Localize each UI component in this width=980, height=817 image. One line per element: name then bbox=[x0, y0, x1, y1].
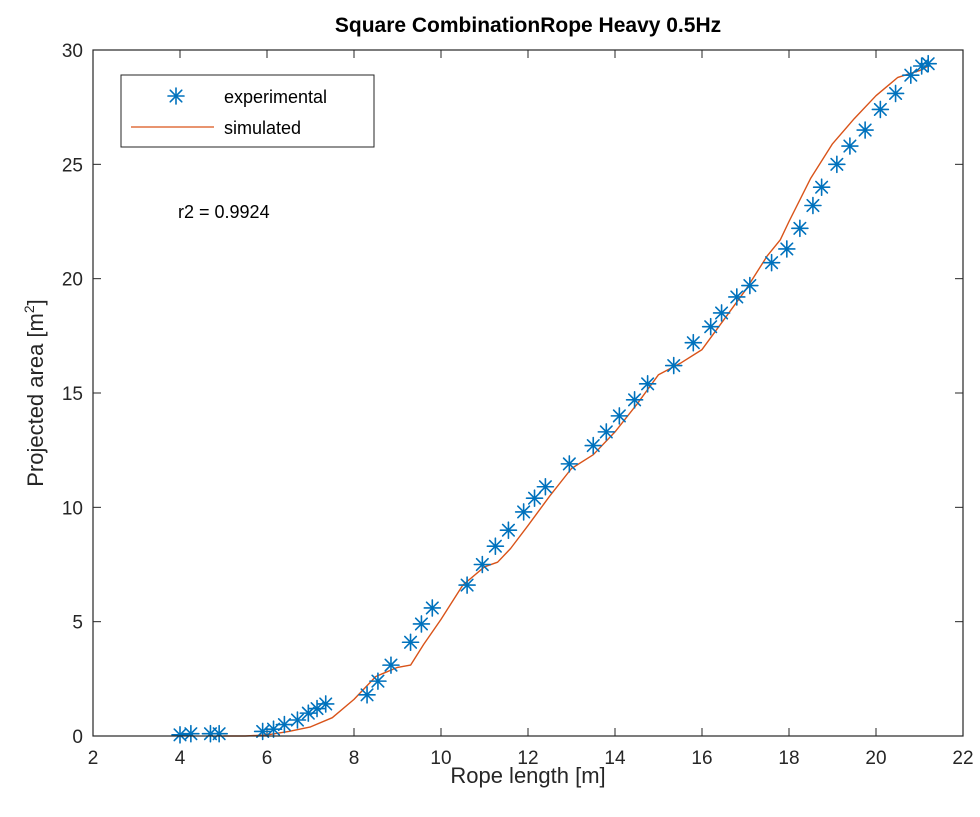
experimental-point bbox=[597, 423, 616, 441]
experimental-point bbox=[171, 726, 189, 744]
experimental-point bbox=[288, 711, 307, 729]
experimental-point bbox=[804, 196, 822, 215]
experimental-point bbox=[841, 137, 859, 155]
experimental-point bbox=[778, 240, 796, 258]
x-tick-label: 8 bbox=[349, 748, 360, 769]
experimental-point bbox=[423, 599, 442, 617]
x-tick-label: 6 bbox=[262, 748, 273, 769]
experimental-point bbox=[308, 699, 326, 718]
experimental-point bbox=[316, 695, 335, 713]
x-tick-label: 2 bbox=[88, 748, 99, 769]
experimental-point bbox=[412, 615, 431, 633]
legend-experimental-label: experimental bbox=[224, 87, 327, 107]
experimental-point bbox=[684, 333, 703, 352]
experimental-point bbox=[458, 576, 476, 594]
legend: experimental simulated bbox=[120, 74, 375, 148]
experimental-point bbox=[536, 477, 555, 496]
simulated-series bbox=[223, 65, 929, 737]
experimental-point bbox=[275, 715, 294, 734]
experimental-point bbox=[791, 219, 809, 238]
y-axis-label-main: Projected area [m bbox=[23, 313, 48, 487]
experimental-point bbox=[886, 84, 905, 103]
experimental-point bbox=[712, 304, 731, 322]
experimental-point bbox=[182, 724, 200, 743]
simulated-line bbox=[223, 65, 929, 737]
x-tick-label: 20 bbox=[865, 748, 886, 769]
experimental-point bbox=[369, 672, 387, 690]
axes-box bbox=[92, 49, 964, 737]
y-tick-label: 10 bbox=[62, 498, 83, 519]
experimental-point bbox=[762, 253, 781, 272]
experimental-point bbox=[499, 521, 518, 540]
experimental-point bbox=[901, 66, 920, 84]
y-axis-label-superscript: 2 bbox=[21, 305, 37, 313]
experimental-point bbox=[382, 656, 400, 674]
legend-asterisk bbox=[167, 87, 185, 105]
x-tick-label: 16 bbox=[691, 748, 712, 769]
experimental-point bbox=[560, 455, 579, 473]
y-tick-label: 20 bbox=[62, 270, 83, 291]
y-axis-label-end: ] bbox=[23, 299, 48, 305]
experimental-point bbox=[812, 178, 831, 196]
legend-experimental-marker bbox=[167, 87, 185, 105]
y-axis-label: Projected area [m2] bbox=[21, 299, 48, 487]
experimental-point bbox=[912, 57, 931, 75]
x-tick-label: 4 bbox=[175, 748, 186, 769]
experimental-point bbox=[919, 54, 938, 73]
y-tick-label: 15 bbox=[62, 384, 83, 405]
x-tick-label: 14 bbox=[604, 748, 626, 769]
axis-ticks: 2 4 6 8 10 12 14 16 18 20 22 0 5 10 15 20 25 30 bbox=[62, 41, 974, 769]
x-tick-label: 12 bbox=[517, 748, 538, 769]
experimental-point bbox=[486, 537, 505, 556]
experimental-point bbox=[871, 100, 890, 119]
y-tick-label: 30 bbox=[62, 41, 83, 62]
experimental-point bbox=[299, 704, 318, 722]
legend-simulated-label: simulated bbox=[224, 118, 301, 138]
experimental-point bbox=[358, 686, 376, 704]
experimental-point bbox=[741, 276, 759, 295]
x-axis-label: Rope length [m] bbox=[450, 763, 605, 788]
y-tick-label: 0 bbox=[72, 727, 83, 748]
y-tick-label: 5 bbox=[72, 613, 83, 634]
experimental-point bbox=[473, 555, 492, 574]
experimental-point bbox=[727, 288, 746, 306]
experimental-point bbox=[664, 356, 683, 375]
experimental-point bbox=[701, 317, 720, 336]
experimental-point bbox=[525, 489, 544, 507]
experimental-point bbox=[210, 724, 228, 743]
experimental-series bbox=[171, 54, 938, 744]
experimental-point bbox=[610, 407, 629, 425]
experimental-point bbox=[828, 155, 846, 174]
experimental-point bbox=[638, 375, 657, 393]
experimental-point bbox=[856, 121, 874, 139]
r2-annotation: r2 = 0.9924 bbox=[178, 202, 270, 222]
experimental-point bbox=[514, 503, 533, 521]
plot-area bbox=[93, 50, 963, 736]
x-tick-label: 22 bbox=[952, 748, 973, 769]
x-tick-label: 18 bbox=[778, 748, 799, 769]
y-tick-label: 25 bbox=[62, 155, 83, 176]
x-tick-label: 10 bbox=[430, 748, 451, 769]
legend-box bbox=[120, 74, 375, 148]
experimental-point bbox=[625, 391, 644, 409]
experimental-point bbox=[401, 633, 420, 652]
chart-title: Square CombinationRope Heavy 0.5Hz bbox=[335, 14, 721, 37]
experimental-point bbox=[253, 722, 272, 741]
experimental-point bbox=[584, 436, 603, 455]
